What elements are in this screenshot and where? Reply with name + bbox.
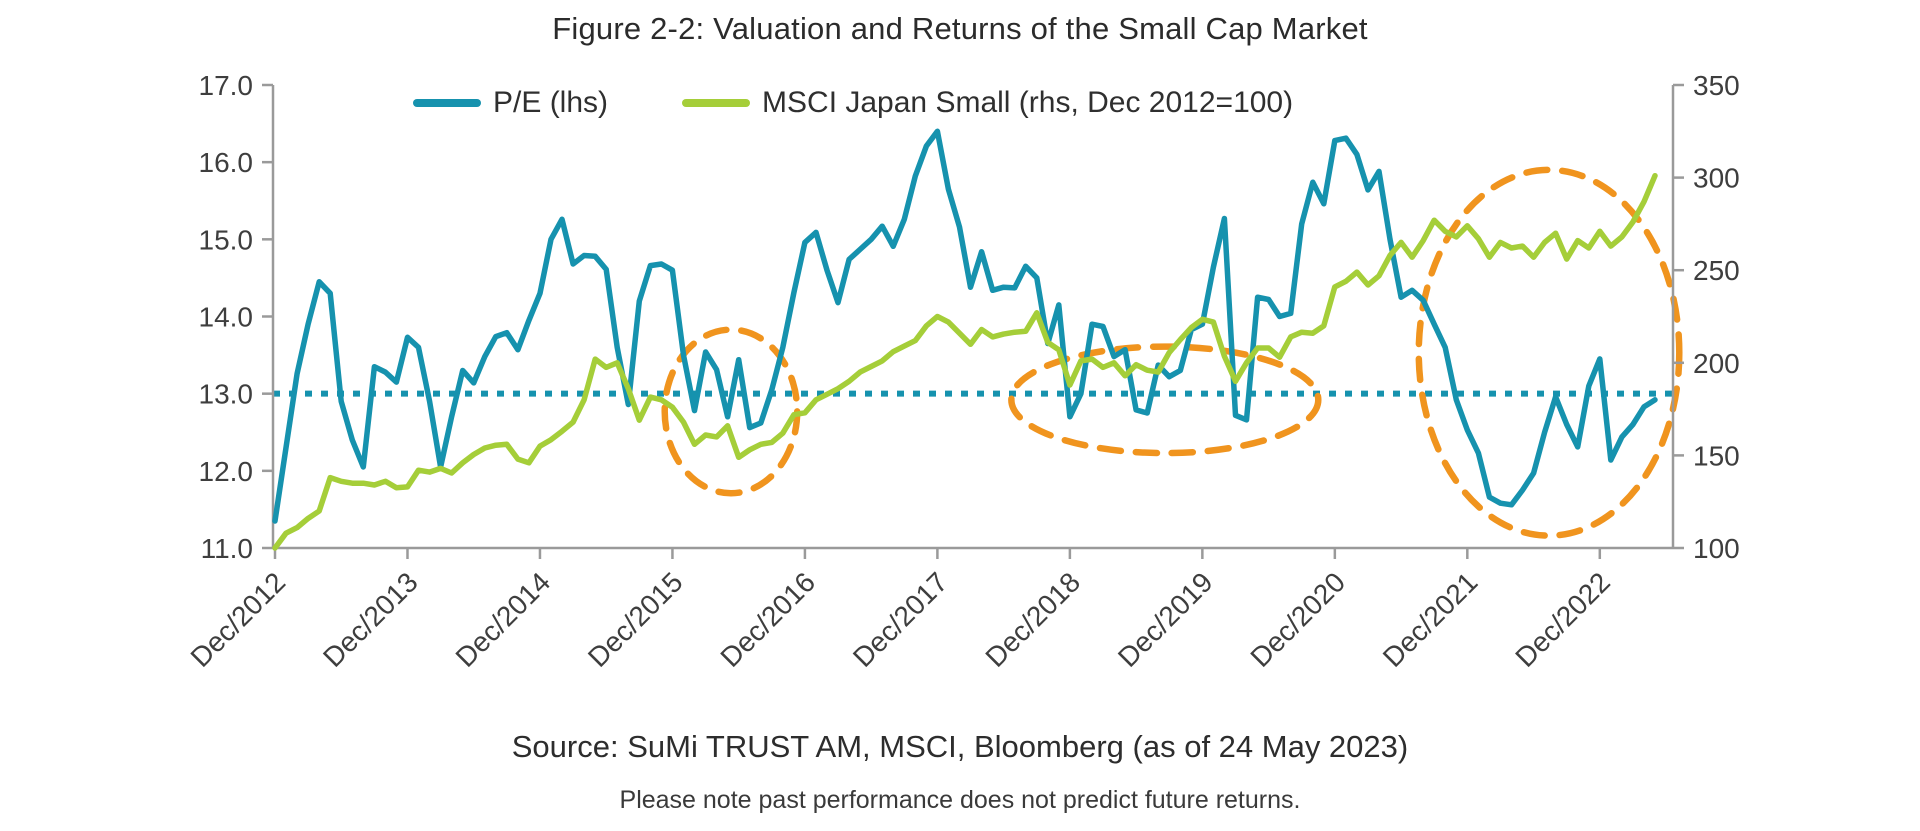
x-axis-tick-label: Dec/2017 [847, 566, 954, 673]
left-axis-tick-label: 12.0 [199, 456, 254, 487]
pe-line-swatch [413, 99, 481, 107]
pe-line-series [272, 128, 1658, 524]
msci-line-series [272, 172, 1658, 551]
right-axis-tick-label: 100 [1693, 533, 1740, 564]
x-axis-tick-label: Dec/2018 [979, 566, 1086, 673]
right-axis-tick-label: 250 [1693, 255, 1740, 286]
source-text: Source: SuMi TRUST AM, MSCI, Bloomberg (… [511, 729, 1409, 764]
left-axis-tick-label: 11.0 [201, 533, 253, 564]
x-axis-tick-label: Dec/2012 [185, 566, 292, 673]
x-axis-tick-label: Dec/2016 [714, 566, 821, 673]
x-axis-tick-label: Dec/2015 [582, 566, 689, 673]
x-axis-tick-label: Dec/2021 [1377, 566, 1484, 673]
disclaimer-text: Please note past performance does not pr… [619, 786, 1301, 814]
x-axis-tick-label: Dec/2013 [317, 566, 424, 673]
x-axis-tick-label: Dec/2022 [1509, 566, 1616, 673]
figure-title: Figure 2-2: Valuation and Returns of the… [552, 11, 1368, 46]
legend-item-pe: P/E (lhs) [413, 86, 608, 120]
left-axis-tick-label: 15.0 [199, 224, 254, 255]
annotation-ellipse-2 [1008, 343, 1322, 457]
legend-item-msci: MSCI Japan Small (rhs, Dec 2012=100) [682, 86, 1293, 120]
right-axis-tick-label: 300 [1693, 163, 1740, 194]
chart-legend: P/E (lhs) MSCI Japan Small (rhs, Dec 201… [413, 86, 1293, 120]
msci-line-swatch [682, 99, 751, 107]
legend-label-msci: MSCI Japan Small (rhs, Dec 2012=100) [762, 86, 1294, 119]
left-axis-tick-label: 17.0 [199, 70, 254, 101]
annotation-ellipse-3 [1415, 166, 1683, 539]
right-axis-tick-label: 150 [1693, 440, 1740, 471]
left-axis-tick-label: 13.0 [199, 379, 254, 410]
right-axis-tick-label: 200 [1693, 348, 1740, 379]
x-axis-tick-label: Dec/2020 [1244, 566, 1351, 673]
x-axis-tick-label: Dec/2019 [1112, 566, 1219, 673]
legend-label-pe: P/E (lhs) [493, 86, 609, 119]
right-axis-tick-label: 350 [1693, 70, 1740, 101]
left-axis-tick-label: 14.0 [199, 302, 254, 333]
x-axis-tick-label: Dec/2014 [450, 566, 557, 673]
left-axis-tick-label: 16.0 [199, 147, 254, 178]
